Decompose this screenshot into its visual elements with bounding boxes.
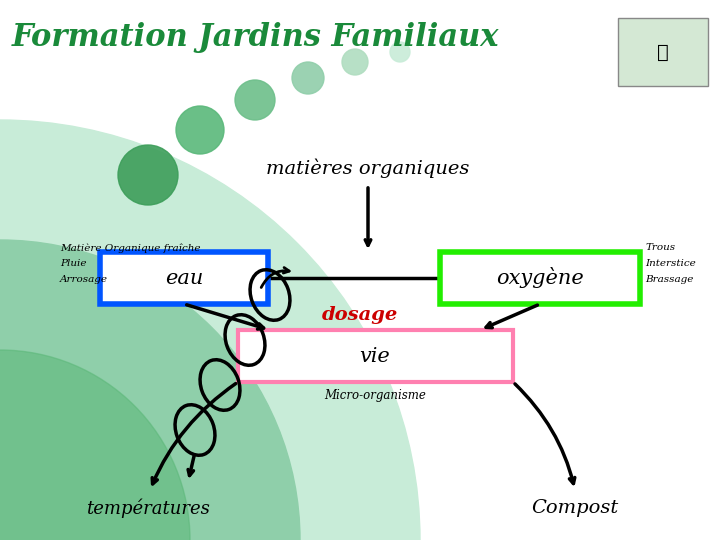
Text: matières organiques: matières organiques: [266, 158, 469, 178]
Text: vie: vie: [359, 347, 390, 366]
Text: Pluie: Pluie: [60, 260, 86, 268]
Text: dosage: dosage: [322, 306, 398, 324]
Text: eau: eau: [165, 268, 203, 287]
Text: Formation Jardins Familiaux: Formation Jardins Familiaux: [12, 22, 500, 53]
Circle shape: [292, 62, 324, 94]
Text: Interstice: Interstice: [645, 260, 696, 268]
Circle shape: [342, 49, 368, 75]
Text: 🌿: 🌿: [657, 43, 669, 62]
Circle shape: [0, 240, 300, 540]
Text: Micro-organisme: Micro-organisme: [324, 388, 426, 402]
Circle shape: [0, 350, 190, 540]
Text: Compost: Compost: [531, 499, 618, 517]
Circle shape: [176, 106, 224, 154]
Circle shape: [0, 120, 420, 540]
Text: températures: températures: [86, 498, 210, 518]
Text: Matière Organique fraîche: Matière Organique fraîche: [60, 243, 200, 253]
Text: Trous: Trous: [645, 244, 675, 253]
FancyBboxPatch shape: [100, 252, 268, 304]
Circle shape: [235, 80, 275, 120]
Circle shape: [390, 42, 410, 62]
FancyBboxPatch shape: [440, 252, 640, 304]
FancyBboxPatch shape: [238, 330, 513, 382]
Text: oxygène: oxygène: [496, 267, 584, 288]
Text: Brassage: Brassage: [645, 275, 693, 285]
FancyBboxPatch shape: [618, 18, 708, 86]
Circle shape: [118, 145, 178, 205]
Text: Arrosage: Arrosage: [60, 275, 108, 285]
